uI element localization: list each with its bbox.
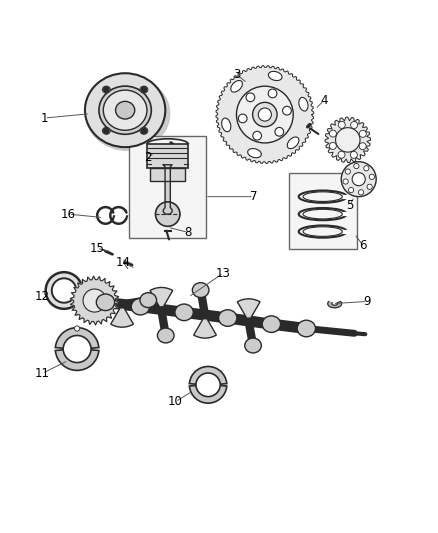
Circle shape [329,142,336,149]
Wedge shape [150,287,173,310]
Ellipse shape [85,73,165,147]
Ellipse shape [102,86,110,93]
Circle shape [141,87,147,92]
Polygon shape [163,165,172,214]
Ellipse shape [140,293,156,308]
Circle shape [359,143,366,150]
Ellipse shape [116,101,135,119]
Ellipse shape [102,127,110,134]
Ellipse shape [222,118,231,132]
Polygon shape [216,66,314,164]
Ellipse shape [175,304,193,321]
Circle shape [367,184,372,189]
Circle shape [52,278,76,303]
Circle shape [354,164,359,168]
Text: 3: 3 [233,68,240,81]
Text: 1: 1 [41,111,48,125]
Text: 9: 9 [364,295,371,308]
Text: 5: 5 [346,199,353,212]
Circle shape [351,122,357,128]
Bar [150,168,185,181]
Circle shape [338,151,345,158]
Circle shape [46,272,82,309]
Circle shape [155,202,180,227]
Text: 11: 11 [35,367,49,380]
Ellipse shape [262,316,281,333]
Text: 6: 6 [359,239,367,252]
Ellipse shape [96,294,115,311]
Text: 10: 10 [168,395,183,408]
Ellipse shape [287,137,299,149]
Circle shape [329,130,336,137]
Circle shape [268,89,277,98]
Ellipse shape [303,192,343,201]
Bar [130,135,206,238]
Ellipse shape [99,86,151,134]
Circle shape [341,161,376,197]
Ellipse shape [299,98,308,111]
Circle shape [350,151,357,158]
Circle shape [358,190,364,195]
Wedge shape [55,328,99,348]
Wedge shape [194,316,216,338]
Ellipse shape [157,328,174,343]
Text: 15: 15 [89,241,104,255]
Circle shape [345,169,350,174]
Circle shape [238,114,247,123]
Ellipse shape [192,282,209,297]
Circle shape [359,131,366,138]
Circle shape [343,179,348,184]
Polygon shape [70,276,119,325]
Ellipse shape [103,90,147,130]
Circle shape [369,174,374,180]
Text: 7: 7 [250,190,258,203]
Text: 13: 13 [216,266,231,279]
Wedge shape [55,350,99,370]
Circle shape [74,326,80,331]
Circle shape [364,166,369,171]
Ellipse shape [303,227,343,236]
Ellipse shape [85,77,170,151]
Wedge shape [237,299,260,321]
Circle shape [349,188,354,193]
Circle shape [253,102,277,127]
Circle shape [352,173,365,185]
Text: 2: 2 [145,151,152,164]
Circle shape [253,131,261,140]
Text: 14: 14 [116,256,131,269]
Wedge shape [189,367,227,384]
Circle shape [258,108,272,121]
Ellipse shape [245,338,261,353]
Ellipse shape [268,71,282,80]
Circle shape [338,122,345,128]
Ellipse shape [131,298,150,315]
Polygon shape [325,117,371,163]
Circle shape [104,87,109,92]
Circle shape [104,128,109,133]
Ellipse shape [303,209,343,219]
Circle shape [141,128,147,133]
Circle shape [336,128,360,152]
Circle shape [246,93,255,102]
Bar [289,173,357,249]
Ellipse shape [297,320,315,337]
Ellipse shape [219,310,237,326]
Ellipse shape [140,86,148,93]
Text: 16: 16 [61,208,76,221]
Text: 4: 4 [320,94,328,107]
Wedge shape [111,304,134,327]
Circle shape [83,289,106,312]
Bar [147,144,188,168]
Wedge shape [189,385,227,403]
Text: 12: 12 [35,290,49,303]
Polygon shape [328,302,342,308]
Ellipse shape [247,149,261,158]
Circle shape [283,106,291,115]
Circle shape [237,86,293,143]
Ellipse shape [140,127,148,134]
Text: 8: 8 [185,226,192,239]
Ellipse shape [231,80,242,92]
Circle shape [275,127,284,136]
